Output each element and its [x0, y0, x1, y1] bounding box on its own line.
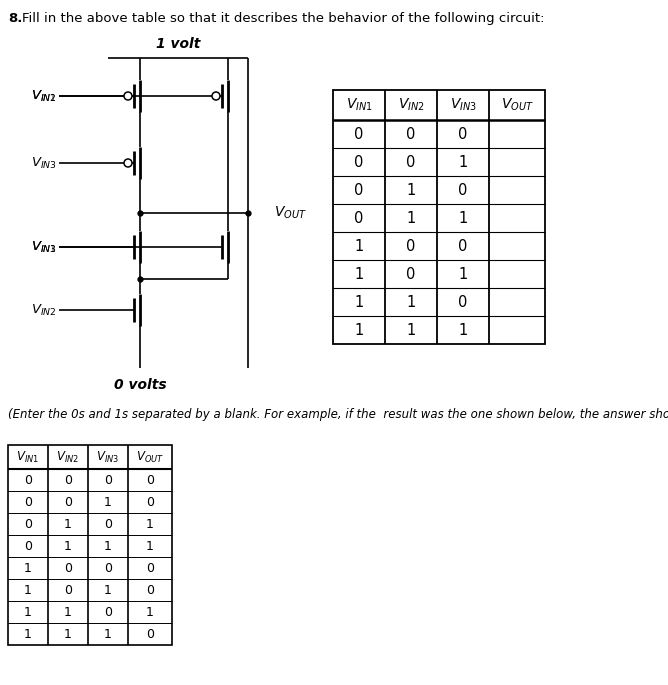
Bar	[8, 445, 172, 645]
Text: 1: 1	[355, 238, 363, 253]
Text: $V_{IN2}$: $V_{IN2}$	[31, 303, 57, 318]
Text: 0: 0	[406, 127, 415, 142]
Text: $V_{IN3}$: $V_{IN3}$	[450, 97, 476, 113]
Text: $V_{IN2}$: $V_{IN2}$	[31, 88, 57, 103]
Circle shape	[124, 92, 132, 100]
Text: $V_{IN1}$: $V_{IN1}$	[31, 240, 57, 255]
Text: 0: 0	[146, 627, 154, 640]
Circle shape	[124, 159, 132, 167]
Text: $V_{IN1}$: $V_{IN1}$	[31, 88, 57, 103]
Text: 0: 0	[458, 295, 468, 310]
Text: 0: 0	[104, 562, 112, 575]
Text: 0: 0	[64, 495, 72, 508]
Text: 0: 0	[24, 495, 32, 508]
Text: 0: 0	[354, 155, 363, 169]
Text: 0: 0	[458, 238, 468, 253]
Text: 1: 1	[406, 295, 415, 310]
Text: 1: 1	[355, 323, 363, 338]
Text: 0: 0	[24, 473, 32, 486]
Text: $V_{IN3}$: $V_{IN3}$	[31, 155, 57, 171]
Bar	[333, 90, 545, 344]
Text: 0: 0	[24, 517, 32, 530]
Text: Fill in the above table so that it describes the behavior of the following circu: Fill in the above table so that it descr…	[22, 12, 544, 25]
Text: 1 volt: 1 volt	[156, 37, 200, 51]
Text: 1: 1	[406, 210, 415, 225]
Text: $V_{OUT}$: $V_{OUT}$	[274, 205, 307, 221]
Text: 1: 1	[104, 495, 112, 508]
Text: $V_{IN1}$: $V_{IN1}$	[345, 97, 373, 113]
Text: 0: 0	[458, 127, 468, 142]
Text: 0 volts: 0 volts	[114, 378, 166, 392]
Text: 1: 1	[355, 266, 363, 282]
Text: 1: 1	[458, 266, 468, 282]
Text: 1: 1	[104, 540, 112, 553]
Text: 0: 0	[24, 540, 32, 553]
Text: $V_{IN1}$: $V_{IN1}$	[17, 449, 39, 464]
Text: 0: 0	[146, 473, 154, 486]
Text: 0: 0	[354, 210, 363, 225]
Text: 1: 1	[458, 155, 468, 169]
Text: 0: 0	[146, 495, 154, 508]
Text: 0: 0	[104, 473, 112, 486]
Text: 1: 1	[24, 584, 32, 597]
Text: 0: 0	[146, 584, 154, 597]
Text: 0: 0	[406, 238, 415, 253]
Text: 1: 1	[64, 627, 72, 640]
Text: $V_{OUT}$: $V_{OUT}$	[500, 97, 534, 113]
Text: 1: 1	[406, 323, 415, 338]
Text: $V_{IN3}$: $V_{IN3}$	[31, 240, 57, 255]
Text: 1: 1	[355, 295, 363, 310]
Text: 0: 0	[64, 473, 72, 486]
Circle shape	[212, 92, 220, 100]
Text: $V_{OUT}$: $V_{OUT}$	[136, 449, 164, 464]
Text: 0: 0	[64, 584, 72, 597]
Text: 0: 0	[354, 127, 363, 142]
Text: 8.: 8.	[8, 12, 22, 25]
Text: 1: 1	[104, 627, 112, 640]
Text: 1: 1	[146, 540, 154, 553]
Text: 0: 0	[146, 562, 154, 575]
Text: 0: 0	[104, 517, 112, 530]
Text: 0: 0	[354, 182, 363, 197]
Text: 1: 1	[64, 517, 72, 530]
Text: 0: 0	[406, 155, 415, 169]
Text: 1: 1	[406, 182, 415, 197]
Text: 1: 1	[458, 323, 468, 338]
Text: 1: 1	[146, 606, 154, 619]
Text: 1: 1	[104, 584, 112, 597]
Text: 1: 1	[64, 540, 72, 553]
Text: 0: 0	[64, 562, 72, 575]
Text: (Enter the 0s and 1s separated by a blank. For example, if the  result was the o: (Enter the 0s and 1s separated by a blan…	[8, 408, 668, 421]
Text: 1: 1	[64, 606, 72, 619]
Text: 1: 1	[24, 627, 32, 640]
Text: 1: 1	[24, 606, 32, 619]
Text: 0: 0	[458, 182, 468, 197]
Text: 1: 1	[458, 210, 468, 225]
Text: 0: 0	[406, 266, 415, 282]
Text: $V_{IN3}$: $V_{IN3}$	[96, 449, 120, 464]
Text: $V_{IN2}$: $V_{IN2}$	[397, 97, 424, 113]
Text: 1: 1	[24, 562, 32, 575]
Text: 1: 1	[146, 517, 154, 530]
Text: 0: 0	[104, 606, 112, 619]
Text: $V_{IN2}$: $V_{IN2}$	[57, 449, 79, 464]
